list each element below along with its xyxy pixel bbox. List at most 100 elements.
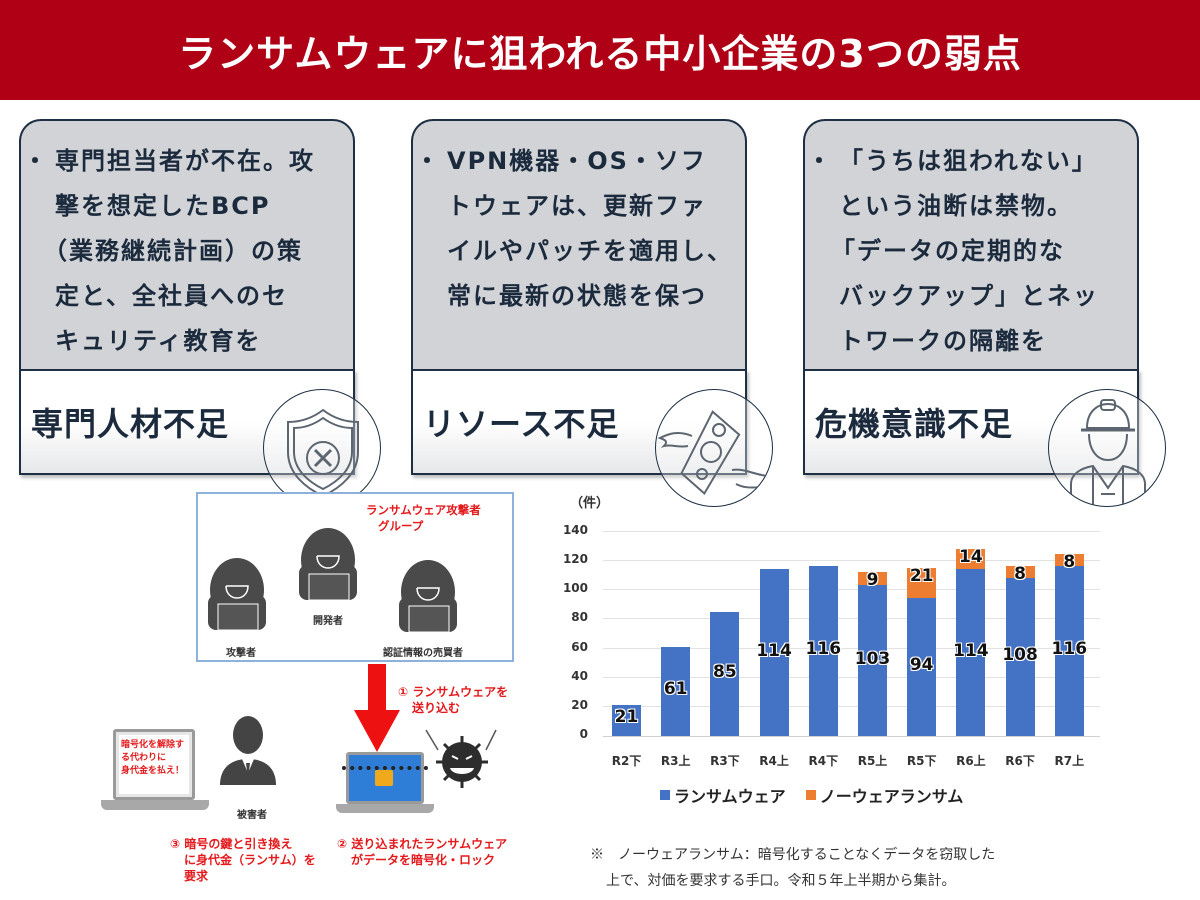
bar-value-label: 21 (909, 565, 934, 586)
bar-ransomware (710, 611, 740, 736)
bar-ransomware (907, 598, 937, 736)
virus-monster-icon (425, 729, 497, 788)
bar-noware (1005, 566, 1035, 578)
x-category-label: R4下 (808, 754, 839, 768)
card-label: 危機意識不足 (815, 405, 1014, 443)
weakness-card-3: 「うちは狙われない」という油断は禁物。「データの定期的なバックアップ」とネットワ… (803, 119, 1166, 507)
role-attacker: 攻撃者 (226, 648, 256, 659)
card-description: 「うちは狙われない」という油断は禁物。「データの定期的なバックアップ」とネットワ… (803, 119, 1139, 369)
gridline (603, 648, 1100, 649)
bar-value-label: 116 (805, 639, 842, 660)
footnote-line: ※ ノーウェアランサム：暗号化することなくデータを窃取した (590, 847, 996, 863)
x-category-label: R5下 (906, 754, 937, 768)
ransom-line: る代わりに (121, 753, 167, 763)
x-category-label: R4上 (759, 754, 789, 768)
y-tick: 0 (579, 727, 588, 741)
card-label: 専門人材不足 (31, 405, 230, 443)
card-text-line: バックアップ」とネッ (839, 282, 1099, 310)
padlock-icon (375, 770, 393, 786)
bar-ransomware (612, 705, 641, 736)
x-category-label: R3上 (660, 754, 691, 768)
card-text-line: トワークの隔離を (839, 327, 1047, 355)
y-tick: 40 (571, 669, 588, 683)
card-text-line: 専門担当者が不在。攻 (55, 147, 315, 175)
gridline (603, 677, 1100, 678)
attacker-group-title: ランサムウェア攻撃者 グループ (366, 502, 481, 534)
card-text-line: 常に最新の状態を保つ (447, 282, 707, 310)
group-title-line: ランサムウェア攻撃者 (366, 503, 481, 517)
flying-money-icon (655, 389, 773, 507)
card-text: 「うちは狙われない」という油断は禁物。「データの定期的なバックアップ」とネットワ… (807, 139, 1127, 364)
y-tick: 140 (562, 523, 588, 537)
bar-value-label: 8 (1014, 564, 1027, 585)
step-line: ③ 暗号の鍵と引き換え (170, 837, 293, 851)
step-line: に身代金（ランサム）を (184, 853, 316, 867)
bar-value-label: 8 (1063, 552, 1076, 573)
bar-ransomware (956, 569, 986, 736)
gridline (603, 589, 1100, 590)
footnote-line: 上で、対価を要求する手口。令和５年上半期から集計。 (606, 873, 956, 889)
bar-value-label: 85 (713, 661, 737, 682)
chart-footnote: ※ ノーウェアランサム：暗号化することなくデータを窃取した 上で、対価を要求する… (590, 842, 1100, 894)
ransom-screen: 暗号化を解除す る代わりに 身代金を払え！ (119, 735, 189, 794)
card-text-line: 「データの定期的な (831, 237, 1065, 265)
x-axis-line (603, 736, 1100, 737)
bar-value-label: 61 (663, 679, 688, 700)
victim-laptop-icon: 暗号化を解除す る代わりに 身代金を払え！ (113, 729, 195, 800)
card-text-line: 定と、全社員へのセ (55, 282, 289, 310)
legend-item-noware: ノーウェアランサム (805, 783, 963, 807)
x-category-label: R3下 (710, 754, 740, 768)
y-tick: 100 (562, 581, 588, 595)
y-tick: 20 (571, 698, 588, 712)
down-arrow-icon (354, 664, 400, 752)
legend-label: ランサムウェア (674, 787, 786, 806)
bar-value-label: 21 (614, 707, 639, 728)
bar-value-label: 94 (909, 655, 934, 676)
step-line: がデータを暗号化・ロック (351, 853, 496, 867)
bar-ransomware (661, 646, 691, 736)
bar-noware (956, 548, 986, 570)
bar-noware (1054, 554, 1084, 567)
victim-label: 被害者 (237, 810, 267, 821)
gridline (603, 618, 1100, 619)
card-description: VPN機器・OS・ソフトウェアは、更新ファイルやパッチを適用し、常に最新の状態を… (411, 119, 747, 369)
role-credential-broker: 認証情報の売買者 (383, 648, 463, 659)
gridline (603, 531, 1100, 532)
x-category-label: R2下 (611, 754, 642, 768)
chain-icon (342, 766, 428, 772)
bar-ransomware (1054, 566, 1084, 736)
card-text: VPN機器・OS・ソフトウェアは、更新ファイルやパッチを適用し、常に最新の状態を… (415, 139, 735, 319)
step-line: ① ランサムウェアを (398, 685, 509, 699)
bar-value-label: 103 (854, 648, 891, 669)
step-line: 送り込む (412, 701, 461, 715)
page-title: ランサムウェアに狙われる中小企業の3つの弱点 (178, 31, 1022, 76)
step3-text: ③ 暗号の鍵と引き換え に身代金（ランサム）を 要求 (170, 836, 316, 884)
chart-legend: ランサムウェア ノーウェアランサム (660, 783, 963, 807)
gridline (603, 560, 1100, 561)
laptop-base (101, 800, 209, 810)
hooded-hackers-icon (208, 528, 457, 633)
bar-ransomware (858, 585, 887, 736)
card-text-line: 撃を想定したBCP (55, 192, 271, 220)
legend-swatch-blue (660, 790, 670, 800)
card-text-line: キュリティ教育を (55, 327, 262, 355)
step-line: 要求 (184, 869, 209, 883)
bar-value-label: 116 (1051, 639, 1088, 660)
x-category-label: R6下 (1005, 754, 1035, 768)
group-title-line: グループ (378, 519, 424, 533)
bar-value-label: 14 (959, 546, 983, 567)
bar-ransomware (1005, 577, 1035, 736)
bar-value-label: 114 (756, 640, 792, 661)
victim-person-icon (220, 716, 276, 785)
x-category-label: R5上 (857, 754, 888, 768)
legend-swatch-orange (805, 790, 816, 800)
title-banner: ランサムウェアに狙われる中小企業の3つの弱点 (0, 0, 1200, 100)
bar-noware (858, 572, 887, 586)
y-tick: 60 (571, 640, 588, 654)
ransom-line: 身代金を払え！ (121, 766, 185, 776)
bar-value-label: 114 (953, 640, 989, 661)
bar-noware (907, 567, 937, 599)
bar-ransomware (808, 566, 838, 736)
card-text-line: イルやパッチを適用し、 (447, 237, 733, 265)
